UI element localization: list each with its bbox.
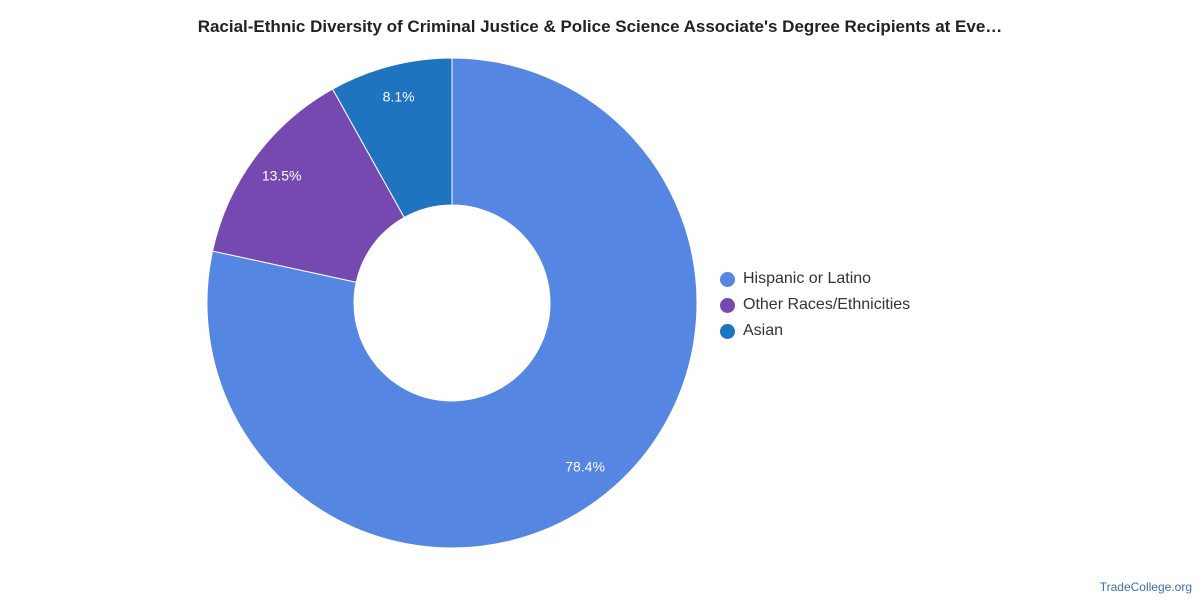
legend-swatch xyxy=(720,297,735,313)
legend-label: Asian xyxy=(743,322,784,339)
legend-item[interactable]: Other Races/Ethnicities xyxy=(720,292,910,318)
legend-swatch xyxy=(720,323,735,339)
slice-value-label: 8.1% xyxy=(383,89,415,105)
legend-label: Other Races/Ethnicities xyxy=(743,296,911,313)
legend-swatch xyxy=(720,271,735,287)
slice-value-label: 13.5% xyxy=(262,167,302,183)
slice-other-races-ethnicities[interactable] xyxy=(211,88,405,283)
legend-item[interactable]: Hispanic or Latino xyxy=(720,266,910,292)
source-credit[interactable]: TradeCollege.org xyxy=(1099,580,1192,594)
slice-value-label: 78.4% xyxy=(565,459,605,475)
legend: Hispanic or Latino Other Races/Ethnicitie… xyxy=(720,266,910,344)
legend-label: Hispanic or Latino xyxy=(743,270,872,287)
legend-item[interactable]: Asian xyxy=(720,318,910,344)
slice-asian[interactable] xyxy=(331,57,453,219)
slice-hispanic-or-latino[interactable] xyxy=(206,57,698,549)
chart-title: Racial-Ethnic Diversity of Criminal Just… xyxy=(197,17,1003,36)
